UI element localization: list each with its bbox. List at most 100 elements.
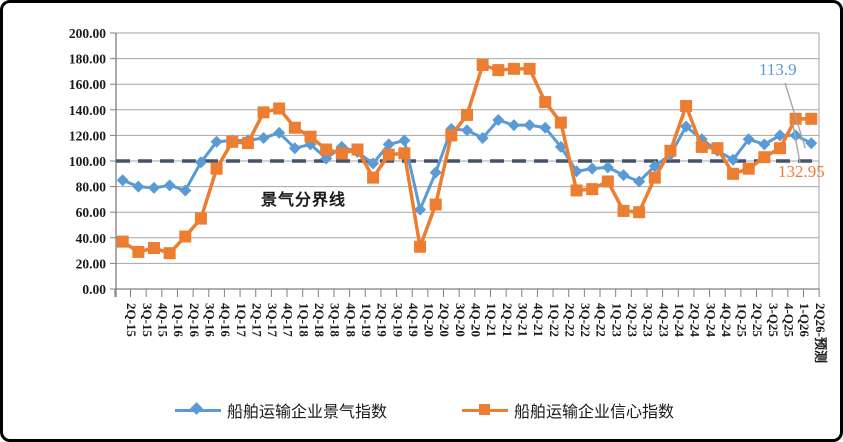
data-point-square xyxy=(179,230,192,243)
data-point-diamond xyxy=(523,119,536,132)
svg-text:3Q-19: 3Q-19 xyxy=(390,303,405,337)
data-point-square xyxy=(320,143,333,156)
data-point-square xyxy=(273,102,286,115)
svg-text:1Q-21: 1Q-21 xyxy=(484,303,499,337)
svg-text:80.00: 80.00 xyxy=(76,180,107,195)
data-point-diamond xyxy=(194,156,207,169)
svg-text:1Q-23: 1Q-23 xyxy=(609,303,624,337)
data-point-square xyxy=(507,62,520,75)
svg-text:4Q-22: 4Q-22 xyxy=(594,303,609,337)
data-point-square xyxy=(163,247,176,260)
data-point-square xyxy=(398,147,411,160)
annotation-prosperity-forecast-value: 113.9 xyxy=(759,60,797,79)
data-point-diamond xyxy=(774,129,786,142)
svg-text:2Q-16: 2Q-16 xyxy=(187,303,202,337)
svg-text:3Q-18: 3Q-18 xyxy=(328,303,343,337)
svg-text:4Q-18: 4Q-18 xyxy=(343,303,358,337)
svg-text:3Q-20: 3Q-20 xyxy=(453,303,468,337)
data-point-diamond xyxy=(116,174,129,187)
data-point-square xyxy=(335,147,348,160)
data-point-square xyxy=(382,148,395,161)
svg-text:2Q-15: 2Q-15 xyxy=(124,303,139,337)
legend-label-confidence: 船舶运输企业信心指数 xyxy=(514,402,675,421)
svg-text:160.00: 160.00 xyxy=(69,77,106,92)
svg-text:4Q-24: 4Q-24 xyxy=(719,303,734,337)
data-point-square xyxy=(648,171,661,184)
y-axis-labels: 200.00 180.00 160.00 140.00 120.00 100.00 80.0… xyxy=(69,26,106,297)
data-point-diamond xyxy=(539,121,552,134)
svg-text:2Q-19: 2Q-19 xyxy=(375,303,390,337)
svg-text:3Q-16: 3Q-16 xyxy=(202,303,217,337)
data-point-diamond xyxy=(288,142,301,155)
data-point-diamond xyxy=(805,137,818,150)
svg-text:4Q-16: 4Q-16 xyxy=(218,303,233,337)
svg-text:2Q-17: 2Q-17 xyxy=(249,303,264,337)
data-point-square xyxy=(680,99,693,112)
chart-legend: 船舶运输企业景气指数 船舶运输企业信心指数 xyxy=(3,395,840,425)
svg-text:4Q-23: 4Q-23 xyxy=(656,303,671,337)
data-point-square xyxy=(727,167,740,180)
svg-text:2Q-22: 2Q-22 xyxy=(562,303,577,337)
svg-text:120.00: 120.00 xyxy=(69,128,106,143)
svg-text:2Q-23: 2Q-23 xyxy=(625,303,640,337)
data-point-square xyxy=(304,130,317,143)
data-point-square xyxy=(492,64,505,77)
data-point-diamond xyxy=(554,140,567,153)
svg-text:3Q-15: 3Q-15 xyxy=(140,303,155,337)
svg-text:2Q-21: 2Q-21 xyxy=(500,303,515,337)
data-point-square xyxy=(523,62,536,75)
svg-text:4Q-15: 4Q-15 xyxy=(156,303,171,337)
data-point-diamond xyxy=(680,120,693,133)
svg-text:4Q-21: 4Q-21 xyxy=(531,303,546,337)
data-point-diamond xyxy=(758,138,771,151)
svg-text:3-Q25: 3-Q25 xyxy=(766,303,781,337)
data-point-square xyxy=(210,162,223,175)
data-point-diamond xyxy=(382,138,395,151)
data-point-square xyxy=(554,116,567,129)
data-point-diamond xyxy=(367,157,380,170)
data-point-square xyxy=(414,240,427,253)
svg-text:1Q-20: 1Q-20 xyxy=(422,303,437,337)
data-point-square xyxy=(758,151,771,164)
svg-text:4Q-17: 4Q-17 xyxy=(281,303,296,337)
data-point-square xyxy=(148,242,160,255)
data-point-diamond xyxy=(742,133,755,146)
data-point-diamond xyxy=(132,180,145,193)
data-point-square xyxy=(711,142,724,155)
svg-text:20.00: 20.00 xyxy=(76,256,107,271)
data-point-square xyxy=(695,140,708,153)
series-confidence-index xyxy=(116,59,818,260)
reference-line-label: 景气分界线 xyxy=(261,190,347,209)
data-point-square xyxy=(445,129,458,142)
data-point-square xyxy=(226,135,239,148)
data-point-diamond xyxy=(727,153,740,166)
diamond-marker-icon xyxy=(174,402,221,417)
svg-text:2Q-25: 2Q-25 xyxy=(750,303,765,337)
data-point-square xyxy=(601,175,614,188)
svg-text:0.00: 0.00 xyxy=(82,282,106,297)
legend-label-prosperity: 船舶运输企业景气指数 xyxy=(226,402,387,421)
svg-text:2Q26-预测: 2Q26-预测 xyxy=(813,303,828,363)
data-point-diamond xyxy=(414,203,427,216)
data-point-diamond xyxy=(476,131,489,144)
data-point-diamond xyxy=(601,161,614,174)
svg-text:180.00: 180.00 xyxy=(69,52,106,67)
svg-text:2Q-24: 2Q-24 xyxy=(688,303,703,337)
svg-text:40.00: 40.00 xyxy=(76,231,107,246)
svg-text:1Q-19: 1Q-19 xyxy=(359,303,374,337)
data-point-square xyxy=(288,121,301,134)
data-point-square xyxy=(241,137,254,150)
svg-text:1Q-22: 1Q-22 xyxy=(547,303,562,337)
data-point-square xyxy=(570,184,583,197)
svg-text:3Q-21: 3Q-21 xyxy=(515,303,530,337)
svg-text:200.00: 200.00 xyxy=(69,26,106,41)
x-axis-labels: 2Q-15 3Q-15 4Q-15 1Q-16 2Q-16 3Q-16 4Q-16 1Q-17… xyxy=(124,303,828,363)
svg-text:3Q-22: 3Q-22 xyxy=(578,303,593,337)
annotation-leader-lines xyxy=(784,82,806,164)
svg-text:3Q-23: 3Q-23 xyxy=(641,303,656,337)
data-point-square xyxy=(539,96,552,109)
svg-text:2Q-20: 2Q-20 xyxy=(437,303,452,337)
data-point-square xyxy=(194,212,207,225)
svg-text:2Q-18: 2Q-18 xyxy=(312,303,327,337)
